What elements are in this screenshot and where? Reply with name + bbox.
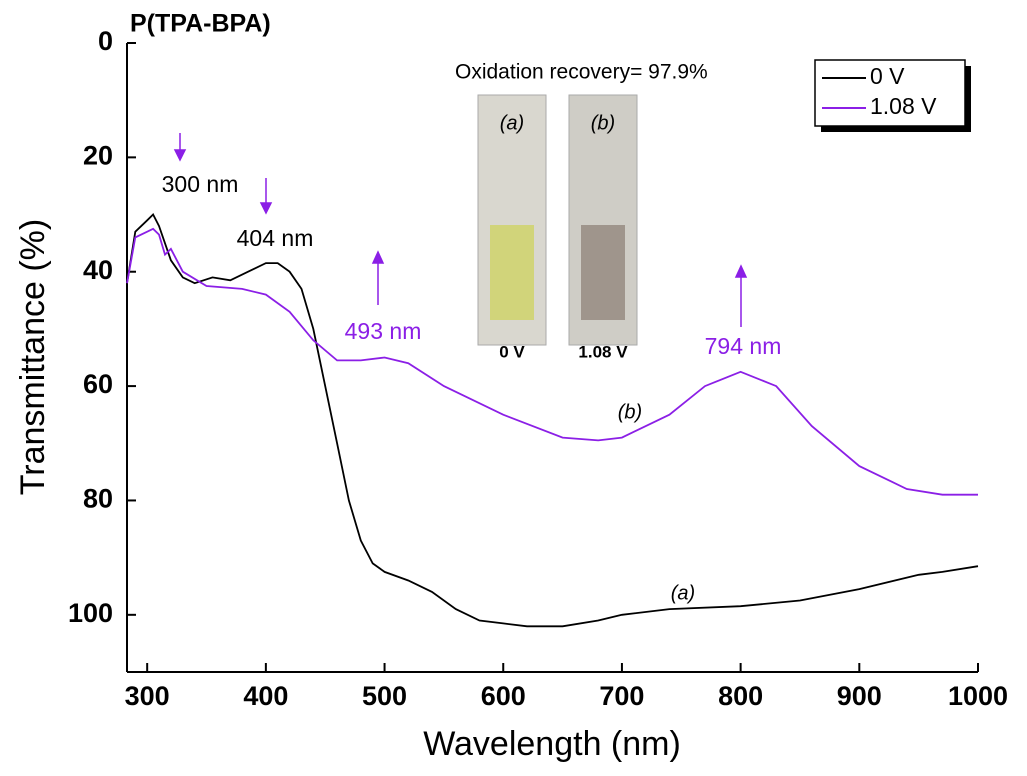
y-tick-label: 40 xyxy=(83,255,113,285)
y-tick-label: 60 xyxy=(83,369,113,399)
y-tick-label: 0 xyxy=(98,26,113,56)
x-tick-label: 800 xyxy=(718,681,763,711)
y-tick-label: 100 xyxy=(68,598,113,628)
film-a xyxy=(490,225,534,320)
annotation: 404 nm xyxy=(237,225,314,251)
x-tick-label: 400 xyxy=(243,681,288,711)
chart-title: P(TPA-BPA) xyxy=(130,10,271,38)
annotation: Oxidation recovery= 97.9% xyxy=(455,61,708,84)
annotation: 493 nm xyxy=(345,318,422,344)
x-tick-label: 900 xyxy=(837,681,882,711)
annotation: (a) xyxy=(671,582,695,604)
photo-inset xyxy=(477,94,638,346)
y-tick-label: 20 xyxy=(83,140,113,170)
series-line xyxy=(126,213,979,628)
x-tick-label: 700 xyxy=(599,681,644,711)
legend-label: 1.08 V xyxy=(870,93,937,119)
legend-label: 0 V xyxy=(870,63,905,89)
x-tick-label: 300 xyxy=(125,681,170,711)
y-axis-title: Transmittance (%) xyxy=(14,219,52,495)
y-tick-label: 80 xyxy=(83,484,113,514)
photo-label: (a) xyxy=(500,112,524,134)
photo-label: (b) xyxy=(591,112,615,134)
arrows xyxy=(173,133,748,327)
annotation: 300 nm xyxy=(162,171,239,197)
annotation: 794 nm xyxy=(705,333,782,359)
x-tick-label: 500 xyxy=(362,681,407,711)
x-tick-label: 1000 xyxy=(948,681,1008,711)
photo-caption: 1.08 V xyxy=(578,342,628,361)
series-line xyxy=(126,227,978,496)
annotation: (b) xyxy=(618,401,642,423)
x-axis-title: Wavelength (nm) xyxy=(423,725,681,763)
photo-caption: 0 V xyxy=(499,342,525,361)
x-tick-label: 600 xyxy=(481,681,526,711)
film-b xyxy=(581,225,625,320)
legend-box xyxy=(814,59,966,127)
